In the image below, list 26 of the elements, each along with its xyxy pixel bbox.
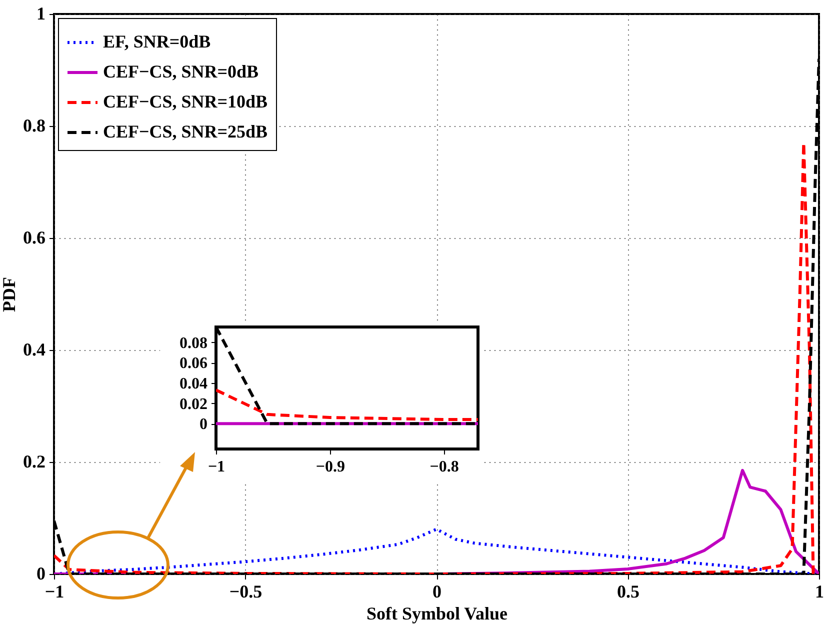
legend-label: CEF−CS, SNR=10dB — [103, 92, 268, 112]
x-tick-label: 0 — [432, 582, 442, 602]
x-axis-title: Soft Symbol Value — [366, 604, 508, 624]
y-tick-label: 0.04 — [180, 375, 208, 392]
x-tick-label: 0.5 — [617, 582, 640, 602]
y-tick-label: 0.06 — [180, 355, 208, 372]
line-series — [216, 388, 478, 422]
legend-label: EF, SNR=0dB — [103, 32, 211, 52]
legend-label: CEF−CS, SNR=25dB — [103, 122, 268, 142]
y-tick-label: 0.6 — [23, 228, 46, 248]
y-tick-label: 0.02 — [180, 396, 208, 413]
x-tick-label: −0.9 — [316, 458, 345, 476]
y-tick-label: 0.08 — [180, 334, 208, 352]
x-tick-label: −0.8 — [430, 458, 459, 476]
y-axis-title: PDF — [0, 277, 19, 312]
x-tick-label: −1 — [44, 582, 64, 602]
y-tick-label: 1 — [36, 4, 46, 24]
y-tick-label: 0 — [36, 564, 46, 584]
legend-label: CEF−CS, SNR=0dB — [103, 62, 259, 82]
y-tick-label: 0.4 — [23, 340, 46, 360]
x-tick-label: 1 — [815, 582, 824, 602]
y-tick-label: 0.2 — [23, 452, 46, 472]
y-tick-label: 0.8 — [23, 116, 46, 136]
y-tick-label: 0 — [200, 416, 208, 434]
x-tick-label: −1 — [208, 458, 226, 476]
x-tick-label: −0.5 — [229, 582, 262, 602]
